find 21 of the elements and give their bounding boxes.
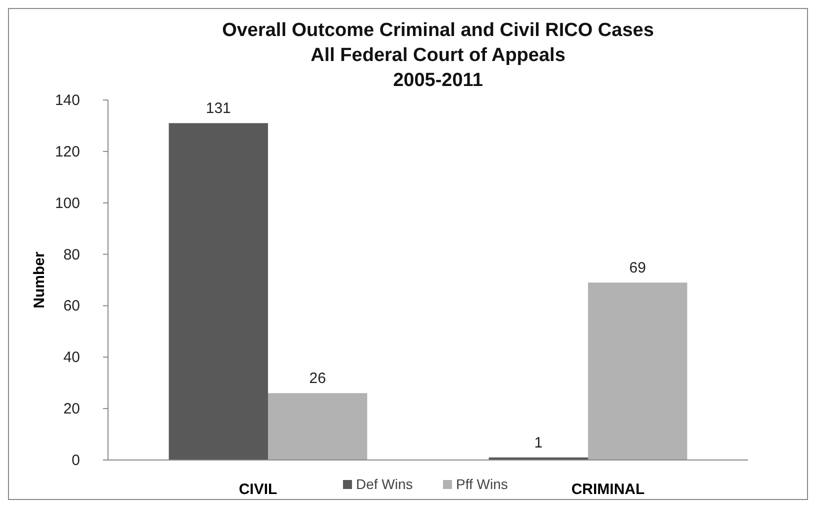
y-axis-title: Number <box>31 252 48 308</box>
y-tick-label: 120 <box>54 143 80 160</box>
y-tick-label: 0 <box>72 452 80 469</box>
x-tick-label: CRIMINAL <box>571 481 645 498</box>
data-label: 131 <box>206 100 231 118</box>
y-tick-label: 40 <box>63 349 80 366</box>
data-label: 1 <box>534 434 543 452</box>
bar <box>268 393 368 460</box>
data-label: 26 <box>309 370 326 388</box>
legend-label: Def Wins <box>356 476 413 492</box>
legend-label: Pff Wins <box>456 476 508 492</box>
y-tick-label: 100 <box>54 194 80 212</box>
bar <box>588 282 688 460</box>
y-tick-label: 20 <box>63 400 80 418</box>
data-label: 69 <box>629 260 646 277</box>
y-tick-label: 80 <box>63 246 80 264</box>
y-tick-label: 60 <box>63 298 80 315</box>
y-tick-label: 140 <box>54 92 80 109</box>
x-tick-label: CIVIL <box>238 481 278 498</box>
chart-title: Overall Outcome Criminal and Civil RICO Cases All Federal Court of Appeals 2005-2011 <box>222 20 654 91</box>
bar <box>168 123 268 460</box>
